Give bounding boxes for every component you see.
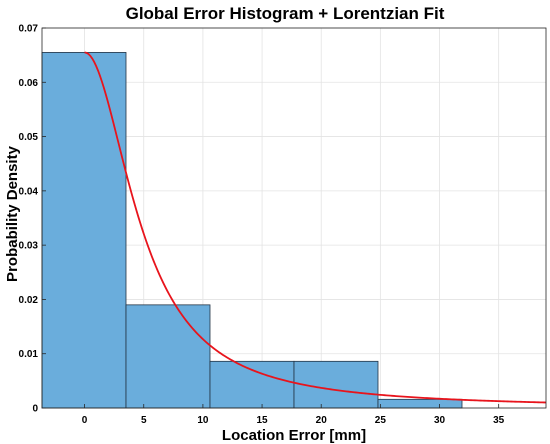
chart-title: Global Error Histogram + Lorentzian Fit [126, 4, 445, 23]
x-tick-label: 0 [82, 415, 88, 426]
plot-frame [41, 27, 547, 409]
lorentzian-fit-curve [84, 51, 547, 404]
x-tick-label: 20 [316, 415, 328, 426]
x-tick-label: 35 [493, 415, 505, 426]
x-tick-label: 30 [434, 415, 446, 426]
y-tick-label: 0.06 [19, 78, 39, 89]
histogram-bar [41, 52, 127, 409]
x-axis-label: Location Error [mm] [222, 427, 366, 444]
x-axis-ticks: 0 5 10 15 20 25 30 35 [82, 404, 505, 426]
y-axis-label: Probability Density [4, 145, 21, 282]
histogram-bar [377, 398, 463, 409]
y-tick-label: 0.03 [19, 241, 39, 252]
y-tick-label: 0.05 [19, 132, 39, 143]
y-tick-label: 0.01 [19, 349, 39, 360]
y-tick-label: 0.07 [19, 24, 39, 35]
x-tick-label: 10 [197, 415, 209, 426]
x-tick-label: 5 [141, 415, 147, 426]
y-axis-ticks: 0 0.01 0.02 0.03 0.04 0.05 0.06 0.07 [19, 24, 46, 415]
histogram-bar [209, 360, 295, 409]
y-tick-label: 0.02 [19, 295, 39, 306]
x-tick-label: 25 [375, 415, 387, 426]
y-tick-label: 0 [32, 404, 38, 415]
y-tick-label: 0.04 [19, 186, 39, 197]
x-tick-label: 15 [256, 415, 268, 426]
histogram-bar [125, 304, 211, 409]
